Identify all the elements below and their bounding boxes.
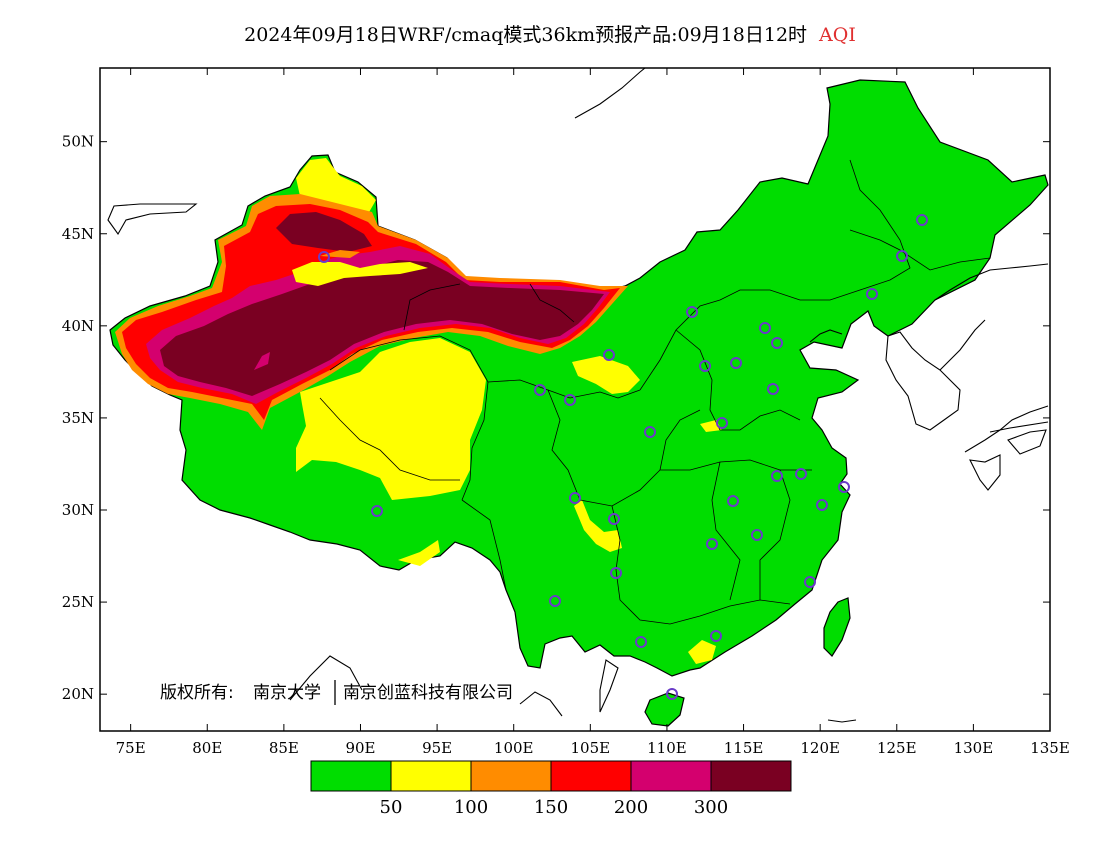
map-title: 2024年09月18日WRF/cmaq模式36km预报产品:09月18日12时 A…: [0, 20, 1100, 47]
lat-tick-label: 20N: [62, 685, 94, 703]
aqi-legend: 50 100 150 200 300: [310, 760, 792, 818]
lon-tick-label: 100E: [494, 739, 534, 757]
legend-swatch: [310, 760, 392, 792]
lat-tick-label: 45N: [62, 225, 94, 243]
lon-tick-label: 105E: [571, 739, 611, 757]
legend-label: 150: [534, 797, 568, 818]
hainan-island: [644, 692, 685, 727]
lat-tick-label: 50N: [62, 133, 94, 151]
copyright-org2: 南京创蓝科技有限公司: [343, 683, 513, 703]
title-main: 2024年09月18日WRF/cmaq模式36km预报产品:09月18日12时: [244, 24, 808, 46]
legend-label: 50: [380, 797, 403, 818]
title-variable: AQI: [819, 24, 856, 46]
lon-tick-label: 130E: [954, 739, 994, 757]
province-boundaries: [319, 159, 991, 625]
lon-tick-label: 120E: [800, 739, 840, 757]
lon-tick-label: 95E: [422, 739, 452, 757]
neighbor-coastlines: [107, 68, 1049, 723]
lat-tick-label: 25N: [62, 593, 94, 611]
legend-label: 200: [614, 797, 648, 818]
taiwan-island: [823, 597, 851, 657]
legend-label: 100: [454, 797, 488, 818]
legend-label: 300: [694, 797, 728, 818]
lon-tick-label: 85E: [269, 739, 299, 757]
lon-tick-label: 80E: [192, 739, 222, 757]
lat-tick-label: 40N: [62, 317, 94, 335]
aqi-inner-patches: [254, 250, 428, 370]
legend-swatch: [550, 760, 632, 792]
copyright-prefix: 版权所有:: [160, 683, 234, 703]
lat-tick-label: 30N: [62, 501, 94, 519]
longitude-axis: 75E 80E 85E 90E 95E 100E 105E 110E 115E 120E 125E 1…: [116, 68, 1070, 757]
latitude-axis: 50N 45N 40N 35N 30N 25N 20N: [62, 133, 1050, 703]
lon-tick-label: 115E: [724, 739, 764, 757]
copyright-org1: 南京大学: [253, 683, 321, 703]
map-frame: [99, 67, 1051, 732]
map-content: [107, 68, 1049, 727]
lat-tick-label: 35N: [62, 409, 94, 427]
lon-tick-label: 135E: [1030, 739, 1070, 757]
aqi-hazardous-areas: [160, 212, 604, 396]
legend-swatch: [710, 760, 792, 792]
legend-swatch: [390, 760, 472, 792]
lon-tick-label: 90E: [345, 739, 375, 757]
lon-tick-label: 125E: [877, 739, 917, 757]
legend-swatch: [470, 760, 552, 792]
legend-swatch: [630, 760, 712, 792]
lon-tick-label: 75E: [116, 739, 146, 757]
city-markers: [318, 214, 928, 700]
lon-tick-label: 110E: [647, 739, 687, 757]
